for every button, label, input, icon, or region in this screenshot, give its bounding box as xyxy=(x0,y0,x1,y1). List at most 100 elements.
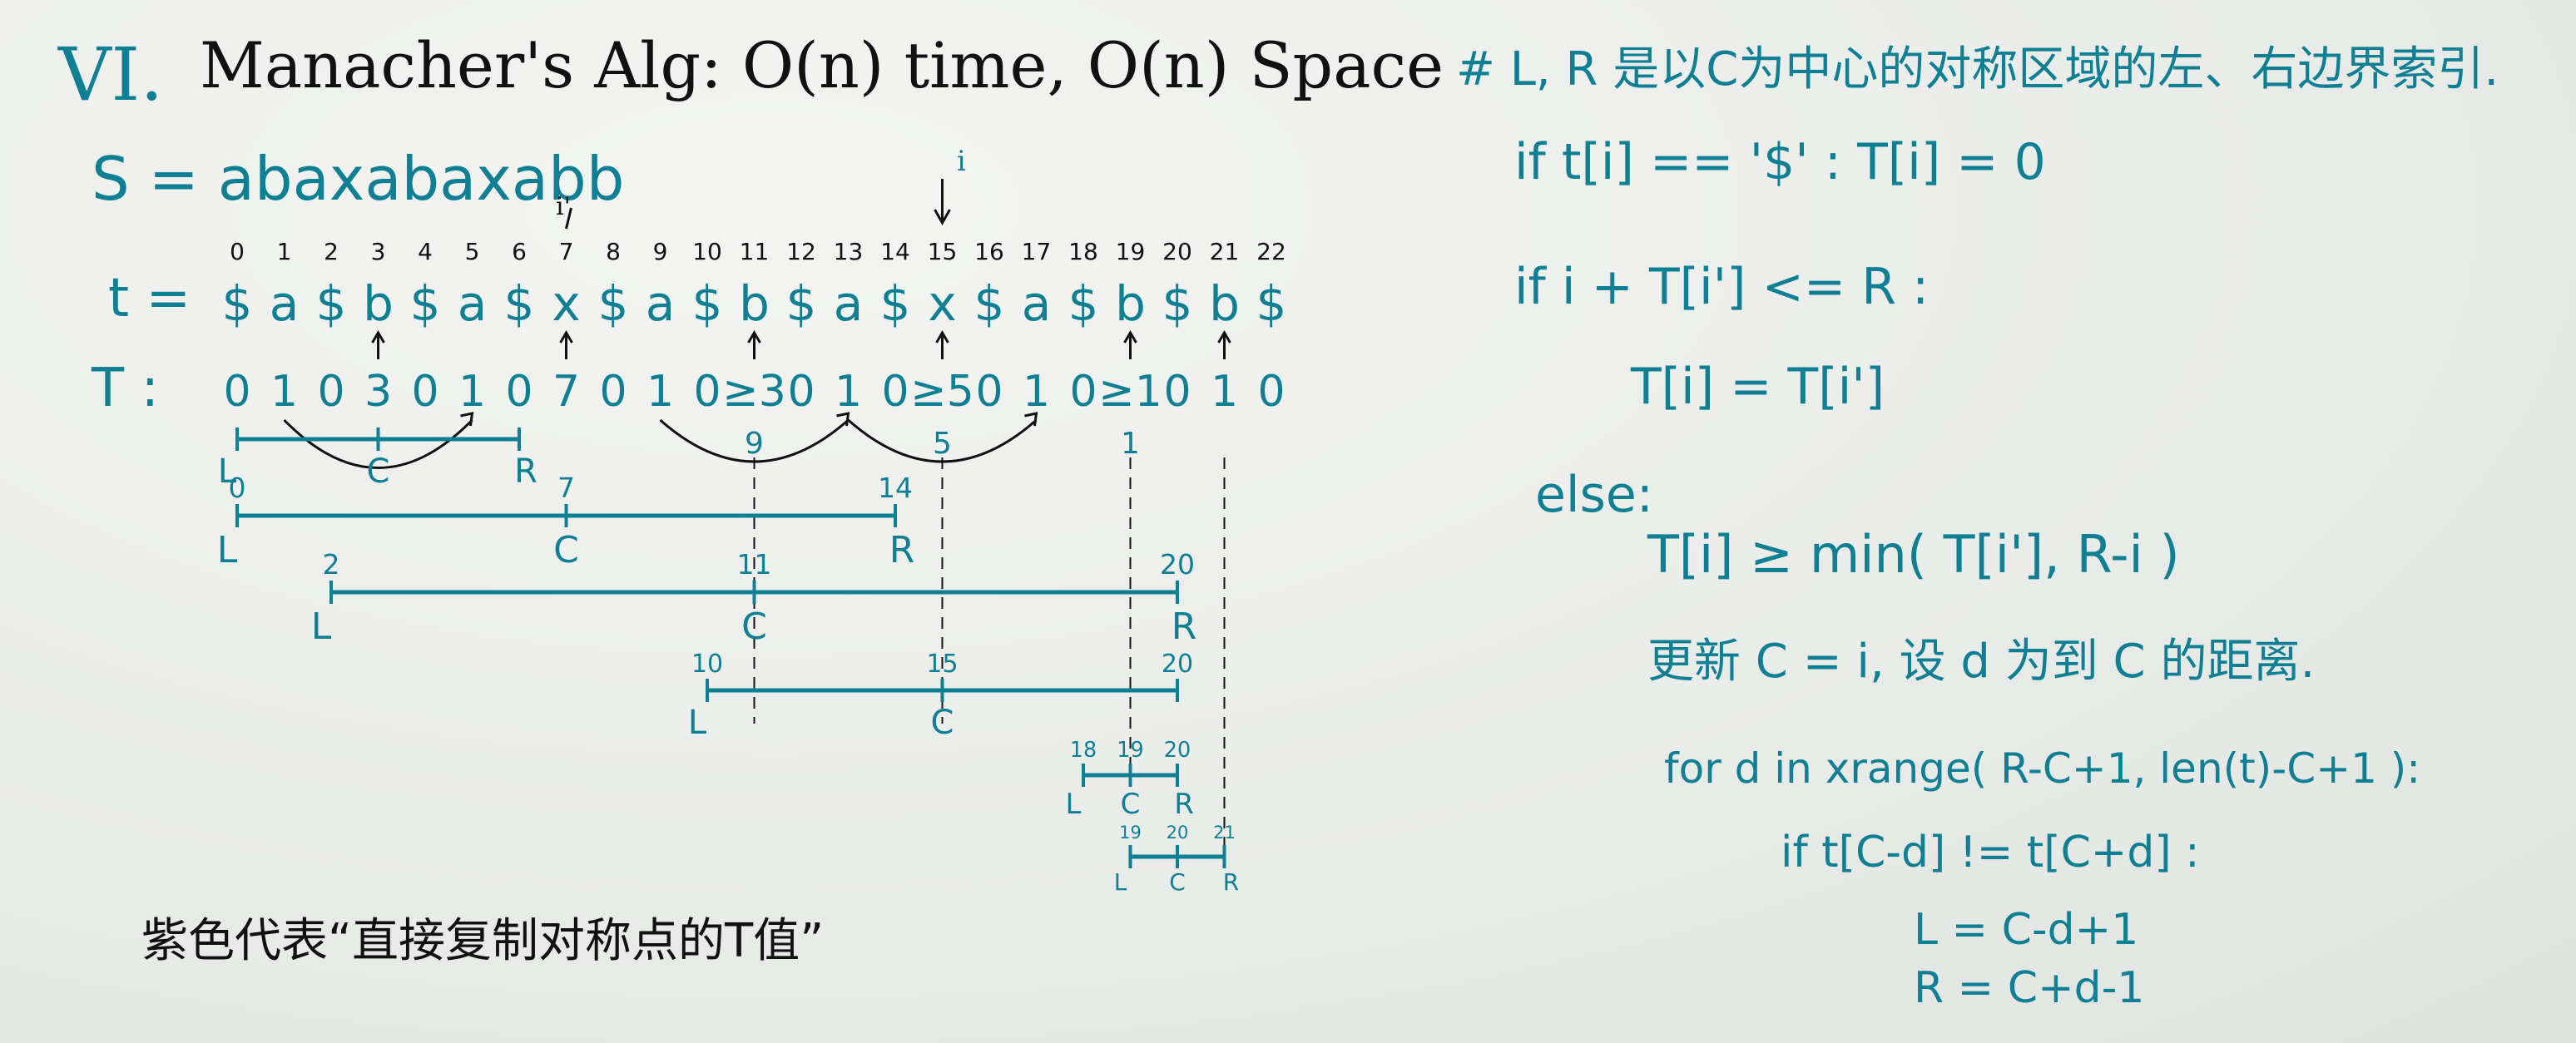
T-value: 1 xyxy=(1211,367,1238,417)
copy-arrow xyxy=(283,418,473,469)
title-roman: VI. xyxy=(57,32,163,117)
rule-3: T[i] ≥ min( T[i'], R-i ) xyxy=(1647,524,2180,585)
t-index: 20 xyxy=(1162,238,1192,265)
arrows-layer xyxy=(283,179,1231,857)
t-index: 3 xyxy=(371,238,386,265)
range-L: L xyxy=(1114,868,1127,896)
t-index: 16 xyxy=(974,238,1004,265)
T-value: 0 xyxy=(411,367,438,417)
up-arrow-head xyxy=(371,330,385,344)
T-value: 1 xyxy=(1023,367,1050,417)
t-char: a xyxy=(270,275,300,332)
t-char: $ xyxy=(974,275,1005,332)
copy-arrowhead xyxy=(836,412,850,427)
T-value: ≥5 xyxy=(910,367,974,417)
range-R: R xyxy=(1223,868,1239,896)
range-r-num: 21 xyxy=(1213,823,1236,843)
range-R: R xyxy=(889,529,915,571)
t-index: 2 xyxy=(324,238,339,265)
up-arrow-head xyxy=(935,330,949,344)
T-value: 1 xyxy=(835,367,862,417)
t-index: 19 xyxy=(1116,238,1146,265)
up-arrow-head xyxy=(559,330,573,344)
T-value: ≥1 xyxy=(1098,367,1162,417)
T-under-label: 1 xyxy=(1121,427,1140,461)
T-value: 0 xyxy=(223,367,250,417)
range-r-num: 20 xyxy=(1160,548,1195,581)
range-L: L xyxy=(218,452,237,491)
T-value: 1 xyxy=(458,367,486,417)
t-index: 13 xyxy=(834,238,864,265)
t-index: 14 xyxy=(880,238,910,265)
range-C: C xyxy=(741,606,767,648)
t-index: 6 xyxy=(512,238,527,265)
t-index: 15 xyxy=(928,238,958,265)
t-char: $ xyxy=(786,275,817,332)
t-char: b xyxy=(739,275,770,332)
up-arrow-head xyxy=(1217,330,1231,344)
range-r-num: 20 xyxy=(1162,650,1193,679)
t-char: $ xyxy=(410,275,441,332)
T-value: 0 xyxy=(317,367,344,417)
t-char: $ xyxy=(1256,275,1287,332)
range-l-num: 2 xyxy=(323,548,340,581)
range-c-num: 20 xyxy=(1167,823,1189,843)
T-value: 0 xyxy=(975,367,1003,417)
pointer-i-arrowhead xyxy=(934,209,951,226)
T-value: 0 xyxy=(599,367,627,417)
range-L: L xyxy=(217,529,238,571)
rule-8: R = C+d-1 xyxy=(1914,963,2145,1013)
rule-1: if t[i] == '$' : T[i] = 0 xyxy=(1514,133,2046,191)
range-l-num: 19 xyxy=(1119,823,1142,843)
rule-6: if t[C-d] != t[C+d] : xyxy=(1781,828,2200,877)
range-c-num: 11 xyxy=(737,548,772,581)
t-char: $ xyxy=(692,275,723,332)
pointer-i-prime-arrow xyxy=(565,207,572,230)
T-value: 7 xyxy=(552,367,580,417)
t-char: b xyxy=(1115,275,1146,332)
t-index: 7 xyxy=(559,238,574,265)
range-bars: L C R0 7 14L C R2 11 20L C R10 15 20L C18 19 20L C R19 20 2… xyxy=(217,428,1239,896)
T-under-label: 5 xyxy=(933,427,952,461)
t-char: $ xyxy=(316,275,347,332)
range-l-num: 10 xyxy=(691,650,723,679)
up-arrow-head xyxy=(747,330,761,344)
range-c-num: 15 xyxy=(926,650,958,679)
t-char: $ xyxy=(504,275,535,332)
t-index: 1 xyxy=(277,238,292,265)
pointer-i-prime-label: i' xyxy=(556,192,571,221)
range-r-num: 14 xyxy=(878,472,913,504)
rule-2: if i + T[i'] <= R : xyxy=(1514,258,1930,316)
range-c-num: 19 xyxy=(1117,738,1143,763)
range-l-num: 0 xyxy=(229,472,246,504)
T-value: 0 xyxy=(1069,367,1097,417)
t-char-row: $ a $ b $ a $ x $ a $ b $ a $ x $ a $ b $ b $ xyxy=(222,275,1287,332)
rule-7: L = C-d+1 xyxy=(1914,905,2139,955)
else-label: else: xyxy=(1535,466,1653,524)
up-arrow-head xyxy=(1123,330,1137,344)
t-index: 0 xyxy=(230,238,245,265)
t-index: 10 xyxy=(692,238,722,265)
right-heading: # L, R 是以C为中心的对称区域的左、右边界索引. xyxy=(1456,42,2499,96)
T-value-row: 0 1 0 3 0 1 0 7 0 1 0 ≥3 0 1 0 ≥5 0 1 0 ≥1 0 1 09 5 1 xyxy=(223,367,1285,461)
copy-arrowhead xyxy=(460,412,474,427)
range-L: L xyxy=(311,606,332,648)
t-char: $ xyxy=(1068,275,1099,332)
range-C: C xyxy=(553,529,579,571)
t-char: $ xyxy=(880,275,911,332)
range-l-num: 18 xyxy=(1070,738,1097,763)
range-C: C xyxy=(1169,868,1186,896)
T-under-label: 9 xyxy=(745,427,764,461)
t-char: a xyxy=(1022,275,1052,332)
range-C: C xyxy=(1121,788,1141,821)
range-C: C xyxy=(931,704,954,742)
rule-2b: T[i] = T[i'] xyxy=(1631,358,1885,416)
range-r-num: 20 xyxy=(1164,738,1191,763)
rule-4: 更新 C = i, 设 d 为到 C 的距离. xyxy=(1647,635,2316,689)
t-index: 8 xyxy=(606,238,621,265)
rule-5: for d in xrange( R-C+1, len(t)-C+1 ): xyxy=(1664,744,2421,793)
T-value: 0 xyxy=(787,367,815,417)
t-char: x xyxy=(552,275,580,332)
